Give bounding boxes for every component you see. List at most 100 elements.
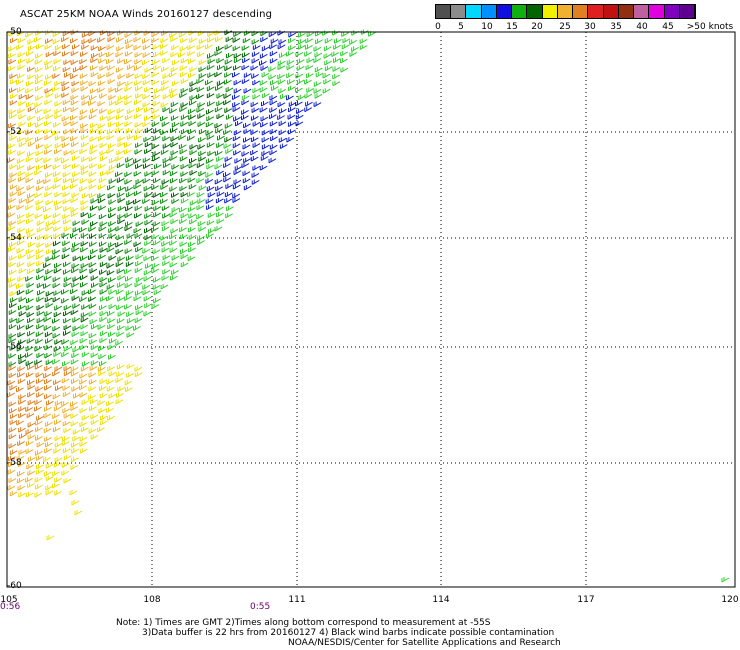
wind-barb [169,170,178,177]
wind-barb [144,192,153,198]
wind-barb [62,51,70,57]
wind-barb [252,142,261,148]
wind-barb [36,290,45,296]
wind-barb [178,52,186,58]
wind-barb [79,186,88,192]
wind-barb [81,32,90,38]
wind-barb [142,102,151,108]
wind-barb [162,157,171,164]
wind-barb [161,247,170,253]
wind-barb [117,218,126,225]
wind-barb [162,135,171,142]
wind-barb [251,58,260,64]
wind-barb [8,177,17,184]
wind-barb [143,136,152,143]
wind-barb [45,256,54,262]
wind-barb [197,144,206,150]
wind-barb [27,45,36,51]
wind-barb [188,227,196,233]
wind-barb [143,163,151,169]
legend-swatch [603,5,619,19]
wind-barb [116,331,125,337]
wind-barb [54,366,63,372]
wind-barb [35,469,44,475]
wind-barb [16,204,25,211]
wind-barb [89,136,98,142]
wind-barb [44,406,52,412]
wind-barb [214,30,223,36]
lat-label: -54 [7,233,22,243]
wind-barb [98,45,106,52]
wind-barb [99,330,108,337]
wind-barb [232,193,240,199]
wind-barb [233,79,242,86]
wind-barb [116,37,124,43]
wind-barb [197,198,206,204]
wind-barb [27,115,36,121]
wind-barb [61,142,70,148]
wind-barb [99,221,108,227]
wind-barb [124,51,133,57]
legend-swatch [573,5,589,19]
legend-swatch [512,5,528,19]
wind-barb [241,94,250,101]
wind-barb [115,87,123,93]
wind-barb [269,95,278,101]
wind-barb [16,386,24,393]
wind-barb [259,53,268,59]
wind-barb [27,165,36,171]
wind-barb [9,408,17,414]
wind-barb [44,331,53,338]
wind-barb [152,59,161,66]
wind-barb [241,109,249,115]
wind-barb [106,386,115,392]
wind-barb [197,102,206,108]
wind-barb [53,346,62,352]
wind-barb [187,108,196,115]
wind-barb [144,171,153,177]
wind-barb [88,254,96,261]
wind-barb [8,130,17,136]
wind-barb [115,242,123,248]
wind-barb [269,121,278,127]
wind-barb [62,198,71,205]
wind-barb [142,178,151,184]
wind-barb [17,234,26,241]
wind-barb [126,108,135,115]
wind-barb [54,477,62,483]
wind-barb [80,330,89,337]
wind-barb [99,150,108,157]
wind-barb [27,232,36,239]
wind-barb [36,205,45,211]
wind-barb [7,246,16,253]
wind-barb [80,232,89,239]
wind-barb [7,143,16,149]
wind-barb [207,53,215,59]
wind-barb [53,50,62,57]
wind-barb [98,353,107,360]
wind-barb [216,156,224,162]
wind-barb [79,73,88,79]
wind-barb [99,378,108,385]
wind-barb [18,412,26,419]
wind-barb [43,262,51,269]
wind-barb [116,234,125,241]
wind-barb [61,136,70,142]
wind-barb [351,46,359,52]
wind-barb [206,204,214,211]
wind-barb [268,74,277,80]
wind-barb [216,113,225,120]
wind-barb [296,58,305,65]
wind-barb [187,44,196,51]
time-label: 0:56 [0,602,21,612]
wind-barb [108,199,117,205]
wind-barb [98,52,107,58]
wind-barb [99,304,107,311]
wind-barb [89,88,98,94]
wind-barb [115,398,124,405]
wind-barb [63,226,72,232]
wind-barb [117,73,126,80]
wind-barb [216,46,224,52]
wind-barb [54,113,63,120]
